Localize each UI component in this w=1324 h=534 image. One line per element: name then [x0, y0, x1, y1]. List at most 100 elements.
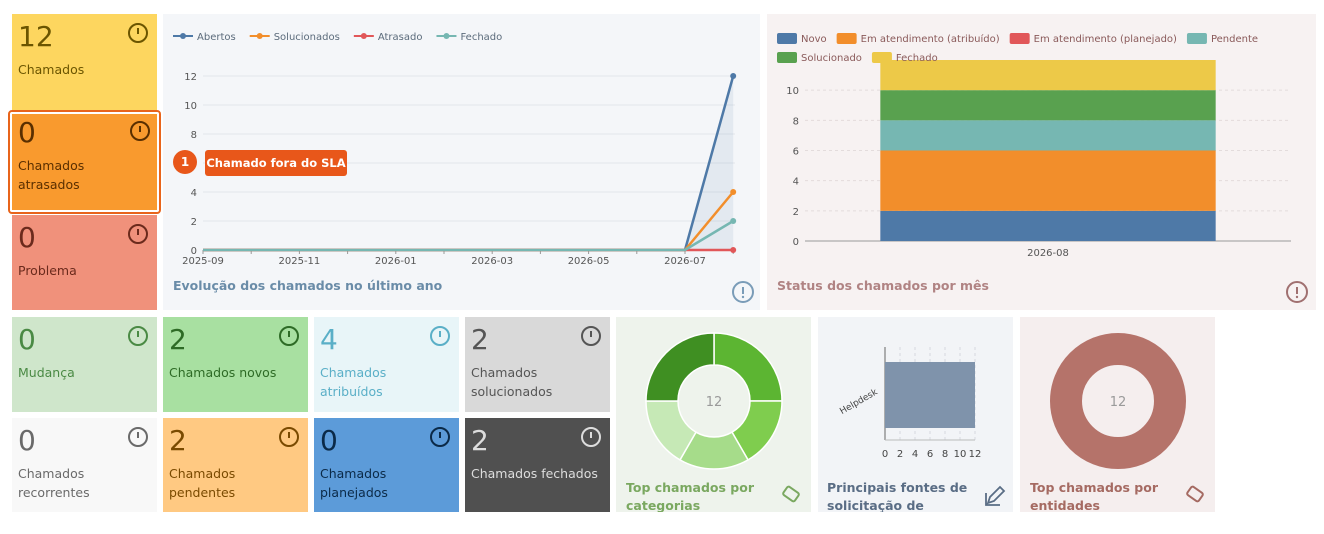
series-point — [730, 189, 737, 195]
tile-icon — [128, 427, 148, 447]
y-tick-label: 0 — [191, 246, 197, 257]
donut-center-label: 12 — [1110, 395, 1127, 410]
legend-label: Novo — [801, 34, 827, 45]
panel-icon — [1186, 485, 1204, 503]
x-tick-label: 12 — [969, 449, 982, 460]
tour-tooltip: Chamado fora do SLA — [205, 150, 347, 176]
stat-tile[interactable]: 2 Chamados novos — [163, 317, 308, 412]
bar-segment — [880, 60, 1216, 91]
tile-icon — [279, 427, 299, 447]
tile-value: 12 — [18, 20, 54, 53]
stat-tile[interactable]: 0 Chamados atrasados — [8, 110, 161, 214]
tile-label: Chamados atrasados — [18, 158, 85, 192]
legend-swatch — [836, 33, 857, 44]
tile-label: Mudança — [18, 365, 75, 380]
chart-panel: 12 Top chamados por categorias — [616, 317, 811, 512]
stat-tile[interactable]: 0 Chamados planejados — [314, 418, 459, 512]
legend-label: Solucionado — [801, 53, 862, 64]
info-icon — [1295, 295, 1299, 299]
panel-title: Evolução dos chamados no último ano — [173, 278, 443, 293]
icon-shape — [279, 326, 299, 346]
tile-label: Chamados recorrentes — [18, 466, 90, 500]
stat-tile[interactable]: 4 Chamados atribuídos — [314, 317, 459, 412]
bar-segment — [880, 90, 1216, 121]
chart-svg: 0 2 4 6 8 10 2026-08 Novo Em atendimento (atribu… — [777, 33, 1308, 303]
tile-icon — [430, 326, 450, 346]
panel-title: Top chamados por entidades — [1030, 480, 1158, 512]
x-tick-label: 2026-05 — [568, 256, 610, 267]
stat-tile[interactable]: 2 Chamados pendentes — [163, 418, 308, 512]
y-tick-label: 6 — [793, 147, 799, 158]
legend-swatch — [777, 52, 797, 63]
series-point — [730, 247, 737, 253]
legend-swatch — [443, 33, 450, 39]
panel-icon — [985, 485, 1006, 506]
donut-slice — [1050, 333, 1186, 469]
icon-shape — [581, 427, 601, 447]
stat-tile[interactable]: 2 Chamados fechados — [465, 418, 610, 512]
icon-shape — [430, 326, 450, 346]
tile-icon — [279, 326, 299, 346]
bar-segment — [880, 150, 1216, 211]
series-line — [203, 219, 734, 252]
legend-swatch — [777, 33, 797, 44]
tile-value: 0 — [18, 116, 36, 149]
icon-shape — [430, 427, 450, 447]
legend-swatch — [1009, 33, 1030, 44]
tile-icon — [581, 427, 601, 447]
legend-label: Solucionados — [274, 32, 340, 43]
y-tick-label: 8 — [191, 130, 197, 141]
bar — [885, 362, 975, 428]
x-tick-label: 2026-03 — [471, 256, 513, 267]
x-tick-label: 10 — [954, 449, 967, 460]
tile-icon — [128, 224, 148, 244]
x-tick-label: 2025-09 — [182, 256, 224, 267]
tile-value: 2 — [471, 424, 489, 457]
bar-segment — [880, 210, 1216, 241]
stat-tile[interactable]: 0 Problema — [12, 215, 157, 310]
stat-tile[interactable]: 0 Chamados recorrentes — [12, 418, 157, 512]
y-tick-label: 12 — [184, 72, 197, 83]
legend-label: Abertos — [197, 32, 236, 43]
tile-icon — [130, 121, 150, 141]
chart-svg: 12 — [1050, 333, 1204, 503]
legend-swatch — [1186, 33, 1207, 44]
chart-svg: 12 — [645, 332, 800, 503]
stat-tile[interactable]: 2 Chamados solucionados — [465, 317, 610, 412]
x-tick-label: 2025-11 — [279, 256, 321, 267]
tile-icon — [430, 427, 450, 447]
tile-label: Chamados solucionados — [471, 365, 553, 399]
y-tick-label: 4 — [191, 188, 197, 199]
y-tick-label: 8 — [793, 116, 799, 127]
tile-label: Chamados novos — [169, 365, 277, 380]
info-icon — [732, 281, 754, 303]
chart-panel: 0 2 4 6 8 10 2026-08 Novo Em atendimento (atribu… — [767, 14, 1316, 310]
tile-icon — [581, 326, 601, 346]
legend-label: Fechado — [460, 32, 502, 43]
stat-tile[interactable]: 0 Mudança — [12, 317, 157, 412]
donut-slice — [713, 332, 783, 402]
y-tick-label: 10 — [184, 101, 197, 112]
tile-value: 0 — [18, 221, 36, 254]
legend-swatch — [871, 52, 892, 63]
legend-swatch — [256, 33, 263, 39]
panel-title: Status dos chamados por mês — [777, 278, 989, 293]
stat-tile[interactable]: 12 Chamados — [12, 14, 157, 110]
legend-swatch — [180, 33, 186, 39]
panel-title: Top chamados por categorias — [626, 480, 754, 512]
legend-swatch — [360, 33, 367, 39]
panel-title: Principais fontes de solicitação de — [827, 480, 968, 512]
tile-label: Chamados pendentes — [169, 466, 236, 500]
x-tick-label: 2026-07 — [664, 256, 706, 267]
icon-shape — [128, 427, 148, 447]
y-tick-label: 10 — [786, 86, 799, 97]
y-tick-label: 4 — [793, 177, 799, 188]
legend-label: Fechado — [896, 53, 938, 64]
icon-shape — [128, 224, 148, 244]
chart-panel: 0 2 4 6 8 10 12 Helpdesk Principais fontes de so… — [818, 317, 1013, 512]
chart-svg: 0246810122025-092025-112026-012026-03202… — [173, 32, 754, 303]
chart-panel: 12 Top chamados por entidades — [1020, 317, 1215, 512]
y-tick-label: 2 — [191, 217, 197, 228]
donut-center-label: 12 — [706, 395, 723, 410]
